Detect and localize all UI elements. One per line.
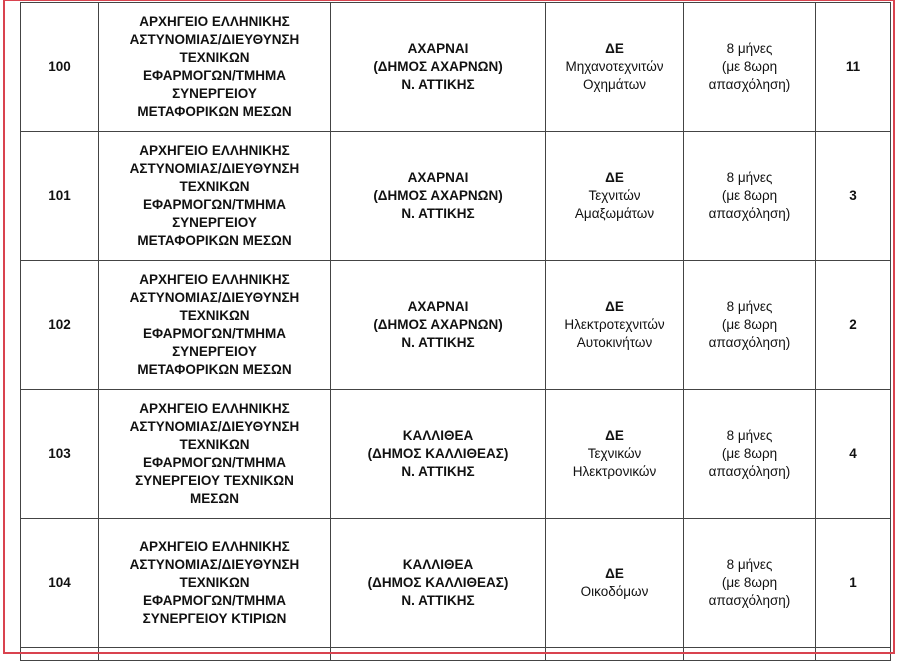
category-label: ΔΕ	[605, 170, 624, 185]
row-number: 102	[20, 260, 99, 390]
table-row: 102 ΑΡΧΗΓΕΙΟ ΕΛΛΗΝΙΚΗΣ ΑΣΤΥΝΟΜΙΑΣ/ΔΙΕΥΘΥ…	[20, 260, 891, 390]
table-row: 103 ΑΡΧΗΓΕΙΟ ΕΛΛΗΝΙΚΗΣ ΑΣΤΥΝΟΜΙΑΣ/ΔΙΕΥΘΥ…	[20, 389, 891, 519]
category-label: ΔΕ	[605, 566, 624, 581]
specialty-cell: ΔΕ Ηλεκτροτεχνιτών Αυτοκινήτων	[545, 260, 684, 390]
service-cell: ΑΡΧΗΓΕΙΟ ΕΛΛΗΝΙΚΗΣ ΑΣΤΥΝΟΜΙΑΣ/ΔΙΕΥΘΥΝΣΗ …	[98, 389, 331, 519]
positions-table: 100 ΑΡΧΗΓΕΙΟ ΕΛΛΗΝΙΚΗΣ ΑΣΤΥΝΟΜΙΑΣ/ΔΙΕΥΘΥ…	[20, 2, 891, 661]
duration-cell: 8 μήνες (με 8ωρη απασχόληση)	[683, 2, 816, 132]
location-cell: ΑΧΑΡΝΑΙ (ΔΗΜΟΣ ΑΧΑΡΝΩΝ) Ν. ΑΤΤΙΚΗΣ	[330, 2, 546, 132]
count-cell: 2	[815, 260, 891, 390]
specialty-cell: ΔΕ Τεχνικών Ηλεκτρονικών	[545, 389, 684, 519]
duration-cell: 8 μήνες (με 8ωρη απασχόληση)	[683, 518, 816, 648]
location-cell: ΚΑΛΛΙΘΕΑ (ΔΗΜΟΣ ΚΑΛΛΙΘΕΑΣ) Ν. ΑΤΤΙΚΗΣ	[330, 518, 546, 648]
category-label: ΔΕ	[605, 299, 624, 314]
table-row-partial	[20, 647, 891, 661]
empty-cell	[545, 647, 684, 661]
category-label: ΔΕ	[605, 428, 624, 443]
empty-cell	[98, 647, 331, 661]
specialty-label: Οικοδόμων	[580, 584, 649, 599]
row-number: 104	[20, 518, 99, 648]
specialty-cell: ΔΕ Οικοδόμων	[545, 518, 684, 648]
location-cell: ΑΧΑΡΝΑΙ (ΔΗΜΟΣ ΑΧΑΡΝΩΝ) Ν. ΑΤΤΙΚΗΣ	[330, 260, 546, 390]
empty-cell	[815, 647, 891, 661]
table-row: 100 ΑΡΧΗΓΕΙΟ ΕΛΛΗΝΙΚΗΣ ΑΣΤΥΝΟΜΙΑΣ/ΔΙΕΥΘΥ…	[20, 2, 891, 132]
count-cell: 3	[815, 131, 891, 261]
duration-cell: 8 μήνες (με 8ωρη απασχόληση)	[683, 131, 816, 261]
row-number: 103	[20, 389, 99, 519]
location-cell: ΑΧΑΡΝΑΙ (ΔΗΜΟΣ ΑΧΑΡΝΩΝ) Ν. ΑΤΤΙΚΗΣ	[330, 131, 546, 261]
category-label: ΔΕ	[605, 41, 624, 56]
specialty-label: Μηχανοτεχνιτών Οχημάτων	[565, 59, 664, 92]
empty-cell	[20, 647, 99, 661]
row-number: 101	[20, 131, 99, 261]
location-cell: ΚΑΛΛΙΘΕΑ (ΔΗΜΟΣ ΚΑΛΛΙΘΕΑΣ) Ν. ΑΤΤΙΚΗΣ	[330, 389, 546, 519]
row-number: 100	[20, 2, 99, 132]
specialty-cell: ΔΕ Μηχανοτεχνιτών Οχημάτων	[545, 2, 684, 132]
specialty-label: Τεχνιτών Αμαξωμάτων	[574, 188, 655, 221]
table-row: 101 ΑΡΧΗΓΕΙΟ ΕΛΛΗΝΙΚΗΣ ΑΣΤΥΝΟΜΙΑΣ/ΔΙΕΥΘΥ…	[20, 131, 891, 261]
service-cell: ΑΡΧΗΓΕΙΟ ΕΛΛΗΝΙΚΗΣ ΑΣΤΥΝΟΜΙΑΣ/ΔΙΕΥΘΥΝΣΗ …	[98, 2, 331, 132]
count-cell: 1	[815, 518, 891, 648]
empty-cell	[330, 647, 546, 661]
empty-cell	[683, 647, 816, 661]
table-row: 104 ΑΡΧΗΓΕΙΟ ΕΛΛΗΝΙΚΗΣ ΑΣΤΥΝΟΜΙΑΣ/ΔΙΕΥΘΥ…	[20, 518, 891, 648]
specialty-label: Τεχνικών Ηλεκτρονικών	[572, 446, 657, 479]
duration-cell: 8 μήνες (με 8ωρη απασχόληση)	[683, 389, 816, 519]
service-cell: ΑΡΧΗΓΕΙΟ ΕΛΛΗΝΙΚΗΣ ΑΣΤΥΝΟΜΙΑΣ/ΔΙΕΥΘΥΝΣΗ …	[98, 260, 331, 390]
specialty-label: Ηλεκτροτεχνιτών Αυτοκινήτων	[564, 317, 665, 350]
specialty-cell: ΔΕ Τεχνιτών Αμαξωμάτων	[545, 131, 684, 261]
service-cell: ΑΡΧΗΓΕΙΟ ΕΛΛΗΝΙΚΗΣ ΑΣΤΥΝΟΜΙΑΣ/ΔΙΕΥΘΥΝΣΗ …	[98, 131, 331, 261]
duration-cell: 8 μήνες (με 8ωρη απασχόληση)	[683, 260, 816, 390]
count-cell: 11	[815, 2, 891, 132]
count-cell: 4	[815, 389, 891, 519]
service-cell: ΑΡΧΗΓΕΙΟ ΕΛΛΗΝΙΚΗΣ ΑΣΤΥΝΟΜΙΑΣ/ΔΙΕΥΘΥΝΣΗ …	[98, 518, 331, 648]
